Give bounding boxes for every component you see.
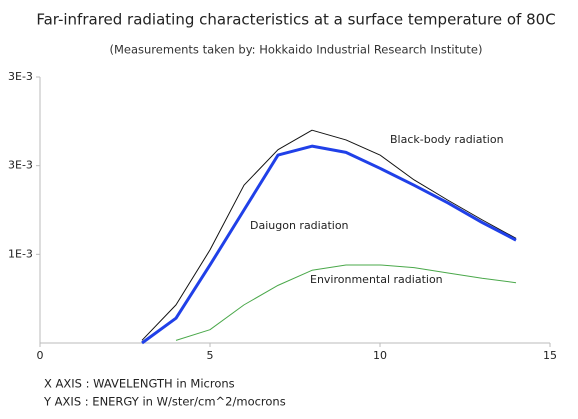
x-tick-label: 15 xyxy=(543,349,557,362)
y-tick-label: 1E-3 xyxy=(8,247,33,260)
series-line xyxy=(141,129,517,341)
x-tick-label: 5 xyxy=(207,349,214,362)
series-line xyxy=(175,264,517,341)
x-tick-label: 0 xyxy=(37,349,44,362)
series-label: Black-body radiation xyxy=(390,133,504,146)
chart-title: Far-infrared radiating characteristics a… xyxy=(36,11,555,29)
y-tick-label: 3E-3 xyxy=(8,159,33,172)
series-label: Daiugon radiation xyxy=(250,219,349,232)
x-tick-label: 10 xyxy=(373,349,387,362)
x-axis-note: X AXIS : WAVELENGTH in Microns xyxy=(44,377,235,391)
chart-subtitle: (Measurements taken by: Hokkaido Industr… xyxy=(110,43,483,57)
series-line xyxy=(141,144,517,345)
series-label: Environmental radiation xyxy=(310,273,443,286)
y-tick-label: 3E-3 xyxy=(8,70,33,83)
y-axis-note: Y AXIS : ENERGY in W/ster/cm^2/mocrons xyxy=(43,395,286,409)
